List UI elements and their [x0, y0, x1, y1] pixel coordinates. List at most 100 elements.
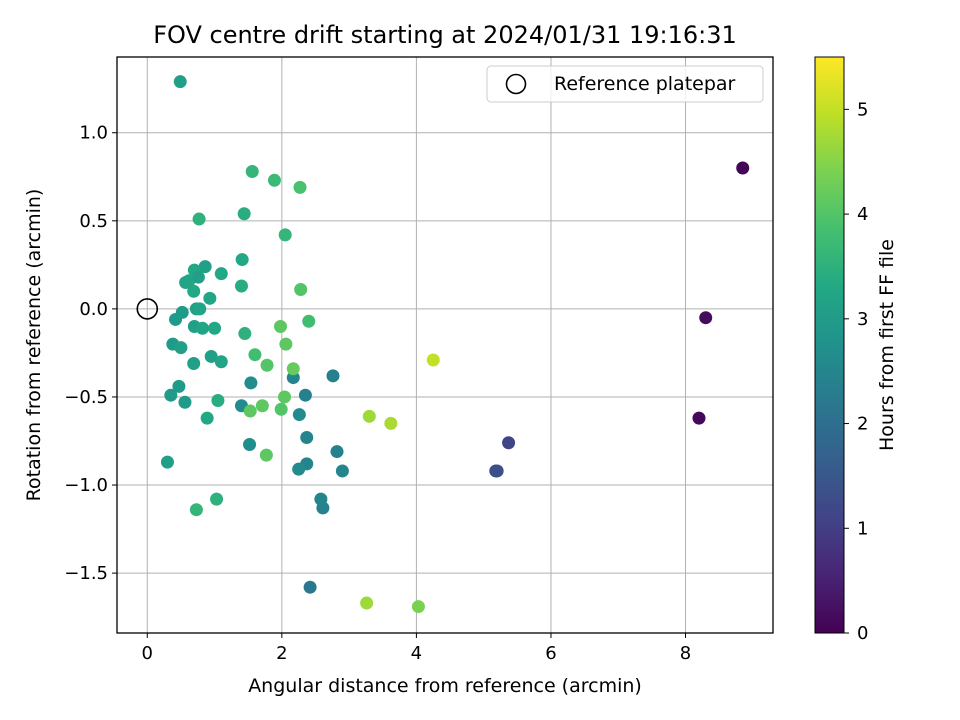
data-point	[234, 279, 248, 293]
data-point	[273, 320, 287, 334]
data-points	[160, 75, 750, 614]
colorbar-tick-label: 0	[857, 623, 868, 644]
data-point	[302, 314, 316, 328]
data-point	[286, 362, 300, 376]
data-point	[195, 321, 209, 335]
x-tick-label: 6	[545, 643, 556, 664]
data-point	[173, 75, 187, 89]
colorbar-tick-label: 4	[857, 204, 868, 225]
data-point	[384, 416, 398, 430]
data-point	[736, 161, 750, 175]
data-point	[426, 353, 440, 367]
data-point	[172, 379, 186, 393]
data-point	[214, 355, 228, 369]
data-point	[303, 580, 317, 594]
data-point	[235, 253, 249, 267]
y-tick-label: −1.0	[64, 475, 108, 496]
data-point	[169, 312, 183, 326]
data-point	[267, 173, 281, 187]
data-point	[298, 388, 312, 402]
data-point	[208, 321, 222, 335]
y-axis-label: Rotation from reference (arcmin)	[23, 189, 45, 502]
data-point	[203, 291, 217, 305]
data-point	[490, 464, 504, 478]
data-point	[237, 207, 251, 221]
colorbar	[814, 56, 845, 634]
data-point	[204, 349, 218, 363]
data-point	[198, 260, 212, 274]
y-tick-label: 0.5	[79, 211, 108, 232]
y-tick-label: −0.5	[64, 387, 108, 408]
data-point	[187, 356, 201, 370]
data-point	[292, 462, 306, 476]
colorbar-tick-label: 2	[857, 414, 868, 435]
data-point	[178, 395, 192, 409]
y-tick-label: −1.5	[64, 563, 108, 584]
data-point	[260, 358, 274, 372]
data-point	[244, 376, 258, 390]
data-point	[300, 430, 314, 444]
reference-marker-group	[136, 298, 159, 320]
data-point	[255, 399, 269, 413]
data-point	[243, 438, 257, 452]
data-point	[211, 393, 225, 407]
colorbar-label: Hours from first FF file	[876, 239, 898, 451]
data-point	[179, 275, 193, 289]
data-point	[330, 445, 344, 459]
y-axis-ticks: −1.5 −1.0 −0.5 0.0 0.5 1.0	[64, 123, 117, 584]
colorbar-ticks: 0 1 2 3 4 5	[844, 99, 868, 644]
data-point	[326, 369, 340, 383]
data-point	[314, 492, 328, 506]
data-point	[193, 302, 207, 316]
legend-box	[486, 65, 764, 103]
x-tick-label: 0	[142, 643, 153, 664]
x-tick-label: 4	[411, 643, 422, 664]
data-point	[292, 408, 306, 422]
data-point	[200, 411, 214, 425]
data-point	[164, 388, 178, 402]
data-point	[293, 180, 307, 194]
data-point	[174, 341, 188, 355]
x-axis-ticks: 0 2 4 6 8	[142, 633, 691, 664]
data-point	[160, 455, 174, 469]
data-point	[210, 492, 224, 506]
data-point	[248, 348, 262, 362]
data-point	[238, 327, 252, 341]
plot-frame	[116, 56, 774, 634]
x-axis-label: Angular distance from reference (arcmin)	[248, 675, 642, 697]
x-tick-label: 8	[680, 643, 691, 664]
data-point	[259, 448, 273, 462]
data-point	[187, 284, 201, 298]
colorbar-tick-label: 5	[857, 99, 868, 120]
data-point	[278, 390, 292, 404]
data-point	[294, 283, 308, 297]
data-point	[360, 596, 374, 610]
data-point	[362, 409, 376, 423]
data-point	[411, 600, 425, 614]
data-point	[245, 164, 259, 178]
data-point	[692, 411, 706, 425]
legend: Reference platepar	[486, 65, 764, 103]
data-point	[335, 464, 349, 478]
data-point	[189, 503, 203, 517]
x-tick-label: 2	[276, 643, 287, 664]
reference-marker	[136, 298, 159, 320]
data-point	[191, 270, 205, 284]
data-point	[243, 404, 257, 418]
data-point	[274, 402, 288, 416]
chart-title: FOV centre drift starting at 2024/01/31 …	[153, 21, 737, 49]
data-point	[699, 311, 713, 325]
data-point	[279, 337, 293, 351]
legend-reference-label: Reference platepar	[554, 73, 736, 95]
data-point	[192, 212, 206, 226]
legend-reference-marker	[505, 73, 527, 95]
data-point	[278, 228, 292, 242]
data-point	[214, 267, 228, 281]
colorbar-tick-label: 1	[857, 518, 868, 539]
data-point	[502, 436, 516, 450]
y-tick-label: 0.0	[79, 299, 108, 320]
y-tick-label: 1.0	[79, 123, 108, 144]
colorbar-tick-label: 3	[857, 309, 868, 330]
